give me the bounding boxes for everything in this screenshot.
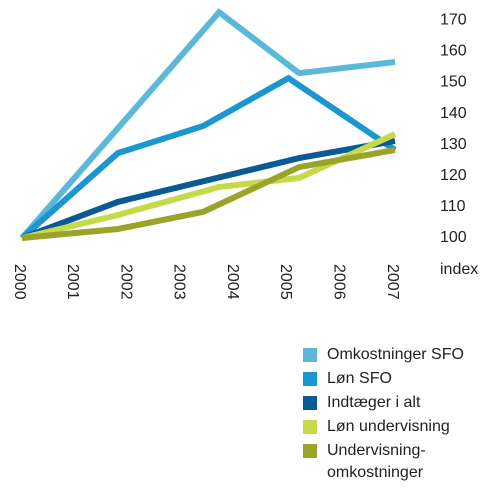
line-series bbox=[21, 147, 396, 241]
legend-swatch bbox=[303, 372, 317, 386]
legend-swatch bbox=[303, 348, 317, 362]
y-tick-label: 100 bbox=[440, 229, 467, 246]
legend-label: Løn SFO bbox=[327, 370, 392, 387]
x-tick-label: 2006 bbox=[330, 264, 347, 300]
legend: Omkostninger SFO Løn SFO Indtæger i alt Løn… bbox=[296, 342, 464, 484]
x-tick-label: 2000 bbox=[11, 264, 28, 300]
legend-label: Indtæger i alt bbox=[327, 394, 421, 411]
line-series bbox=[20, 74, 397, 241]
y-axis-label: index bbox=[440, 261, 478, 278]
legend-swatch bbox=[303, 444, 317, 458]
legend-label: Undervisning- omkostninger bbox=[327, 442, 426, 481]
y-tick-label: 110 bbox=[440, 198, 466, 215]
legend-item: Indtæger i alt bbox=[296, 390, 464, 414]
x-tick-label: 2004 bbox=[224, 264, 241, 300]
x-tick-label: 2002 bbox=[117, 264, 134, 300]
line-series bbox=[20, 138, 396, 241]
legend-item: Løn undervisning bbox=[296, 414, 464, 438]
legend-label: Løn undervisning bbox=[327, 418, 450, 435]
legend-item: Omkostninger SFO bbox=[296, 342, 464, 366]
legend-swatch bbox=[303, 396, 317, 410]
legend-label: Omkostninger SFO bbox=[327, 346, 464, 363]
y-tick-label: 140 bbox=[440, 105, 467, 122]
y-tick-label: 130 bbox=[440, 136, 467, 153]
legend-swatch bbox=[303, 420, 317, 434]
y-tick-label: 170 bbox=[440, 12, 467, 29]
line-series bbox=[19, 8, 396, 240]
y-tick-label: 120 bbox=[440, 167, 467, 184]
x-tick-label: 2001 bbox=[64, 264, 81, 300]
x-tick-label: 2005 bbox=[277, 264, 294, 300]
legend-item: Løn SFO bbox=[296, 366, 464, 390]
y-tick-label: 160 bbox=[440, 43, 467, 60]
y-tick-label: 150 bbox=[440, 74, 467, 91]
x-tick-label: 2003 bbox=[171, 264, 188, 300]
x-tick-label: 2007 bbox=[384, 264, 401, 300]
legend-item: Undervisning- omkostninger bbox=[296, 438, 464, 484]
